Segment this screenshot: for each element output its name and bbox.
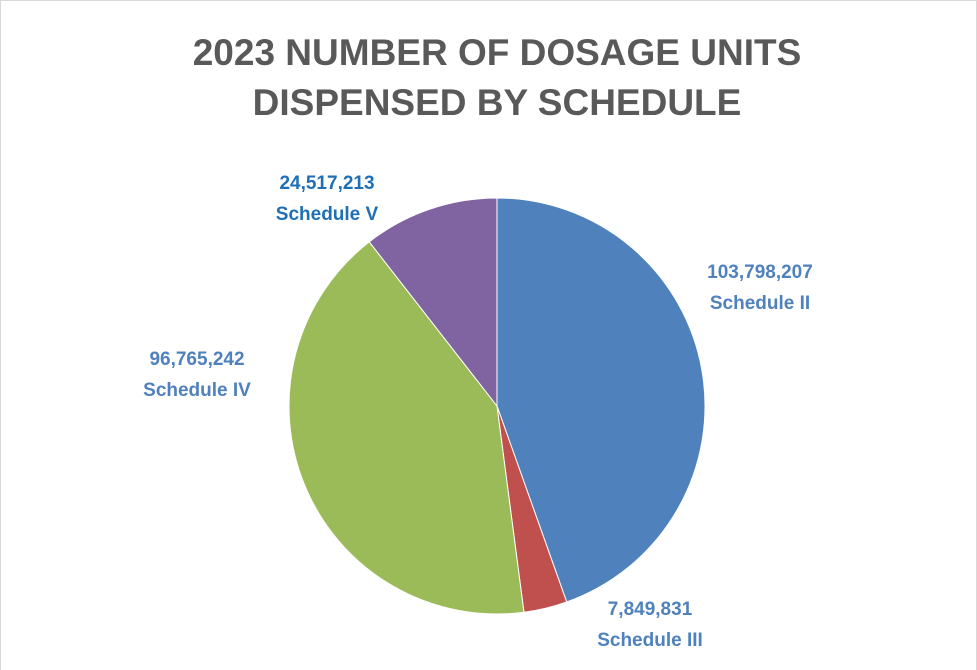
chart-title: 2023 NUMBER OF DOSAGE UNITS DISPENSED BY… — [192, 32, 802, 123]
category-label: Schedule II — [710, 293, 810, 314]
pie-slice — [496, 197, 706, 603]
category-label: Schedule III — [597, 630, 703, 651]
value-label: 96,765,242 — [149, 349, 244, 370]
category-label: Schedule V — [276, 204, 379, 225]
value-label: 103,798,207 — [707, 262, 813, 283]
value-label: 7,849,831 — [608, 599, 693, 620]
pie-slice — [288, 241, 525, 615]
value-label: 24,517,213 — [279, 173, 374, 194]
category-label: Schedule IV — [143, 380, 251, 401]
pie-slice — [368, 197, 498, 408]
